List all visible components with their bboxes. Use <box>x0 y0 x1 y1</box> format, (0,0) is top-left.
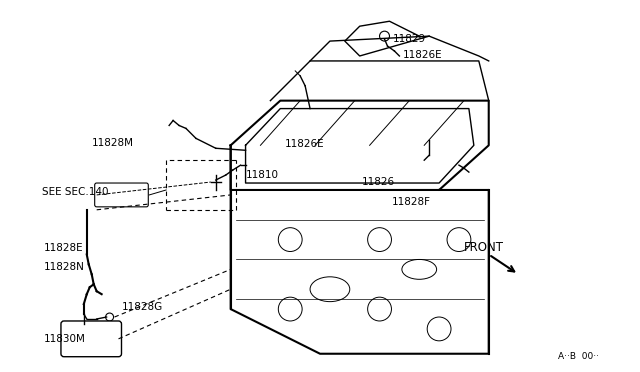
Text: 11828N: 11828N <box>44 262 85 272</box>
Text: 11828G: 11828G <box>122 302 163 312</box>
Text: 11829: 11829 <box>392 34 426 44</box>
FancyBboxPatch shape <box>61 321 122 357</box>
Text: SEE SEC.140: SEE SEC.140 <box>42 187 109 197</box>
Text: 11826E: 11826E <box>285 139 325 149</box>
Text: 11828E: 11828E <box>44 243 84 253</box>
Text: A··B  00··: A··B 00·· <box>558 352 599 361</box>
Text: 11826: 11826 <box>362 177 395 187</box>
Text: 11826E: 11826E <box>403 50 442 60</box>
Text: FRONT: FRONT <box>464 241 504 254</box>
Text: 11810: 11810 <box>246 170 278 180</box>
FancyBboxPatch shape <box>95 183 148 207</box>
Text: 11830M: 11830M <box>44 334 86 344</box>
Text: 11828F: 11828F <box>392 197 431 207</box>
Text: 11828M: 11828M <box>92 138 134 148</box>
